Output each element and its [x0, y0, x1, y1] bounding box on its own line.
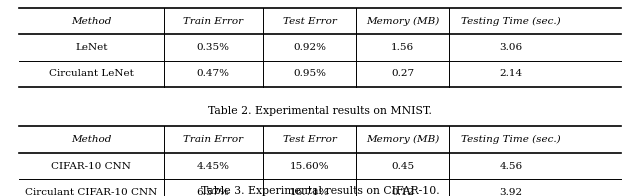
Text: 15.60%: 15.60%: [290, 162, 330, 171]
Text: Method: Method: [71, 17, 111, 25]
Text: 1.56: 1.56: [391, 43, 414, 52]
Text: Memory (MB): Memory (MB): [366, 135, 439, 144]
Text: Train Error: Train Error: [183, 135, 243, 144]
Text: Circulant LeNet: Circulant LeNet: [49, 70, 134, 78]
Text: 6.57%: 6.57%: [196, 188, 230, 196]
Text: Table 2. Experimental results on MNIST.: Table 2. Experimental results on MNIST.: [208, 106, 432, 116]
Text: 0.35%: 0.35%: [196, 43, 230, 52]
Text: 0.27: 0.27: [391, 70, 414, 78]
Text: Memory (MB): Memory (MB): [366, 16, 439, 26]
Text: Test Error: Test Error: [282, 135, 337, 144]
Text: 4.56: 4.56: [499, 162, 523, 171]
Text: 0.47%: 0.47%: [196, 70, 230, 78]
Text: 16.71%: 16.71%: [290, 188, 330, 196]
Text: 0.45: 0.45: [391, 162, 414, 171]
Text: Train Error: Train Error: [183, 17, 243, 25]
Text: 0.92%: 0.92%: [293, 43, 326, 52]
Text: 4.45%: 4.45%: [196, 162, 230, 171]
Text: 3.92: 3.92: [499, 188, 523, 196]
Text: Method: Method: [71, 135, 111, 144]
Text: Circulant CIFAR-10 CNN: Circulant CIFAR-10 CNN: [25, 188, 157, 196]
Text: Test Error: Test Error: [282, 17, 337, 25]
Text: Testing Time (sec.): Testing Time (sec.): [461, 16, 561, 26]
Text: 0.95%: 0.95%: [293, 70, 326, 78]
Text: CIFAR-10 CNN: CIFAR-10 CNN: [51, 162, 131, 171]
Text: 3.06: 3.06: [499, 43, 523, 52]
Text: 0.12: 0.12: [391, 188, 414, 196]
Text: Table 3. Experimental results on CIFAR-10.: Table 3. Experimental results on CIFAR-1…: [201, 186, 439, 196]
Text: LeNet: LeNet: [75, 43, 108, 52]
Text: Testing Time (sec.): Testing Time (sec.): [461, 135, 561, 144]
Text: 2.14: 2.14: [499, 70, 523, 78]
